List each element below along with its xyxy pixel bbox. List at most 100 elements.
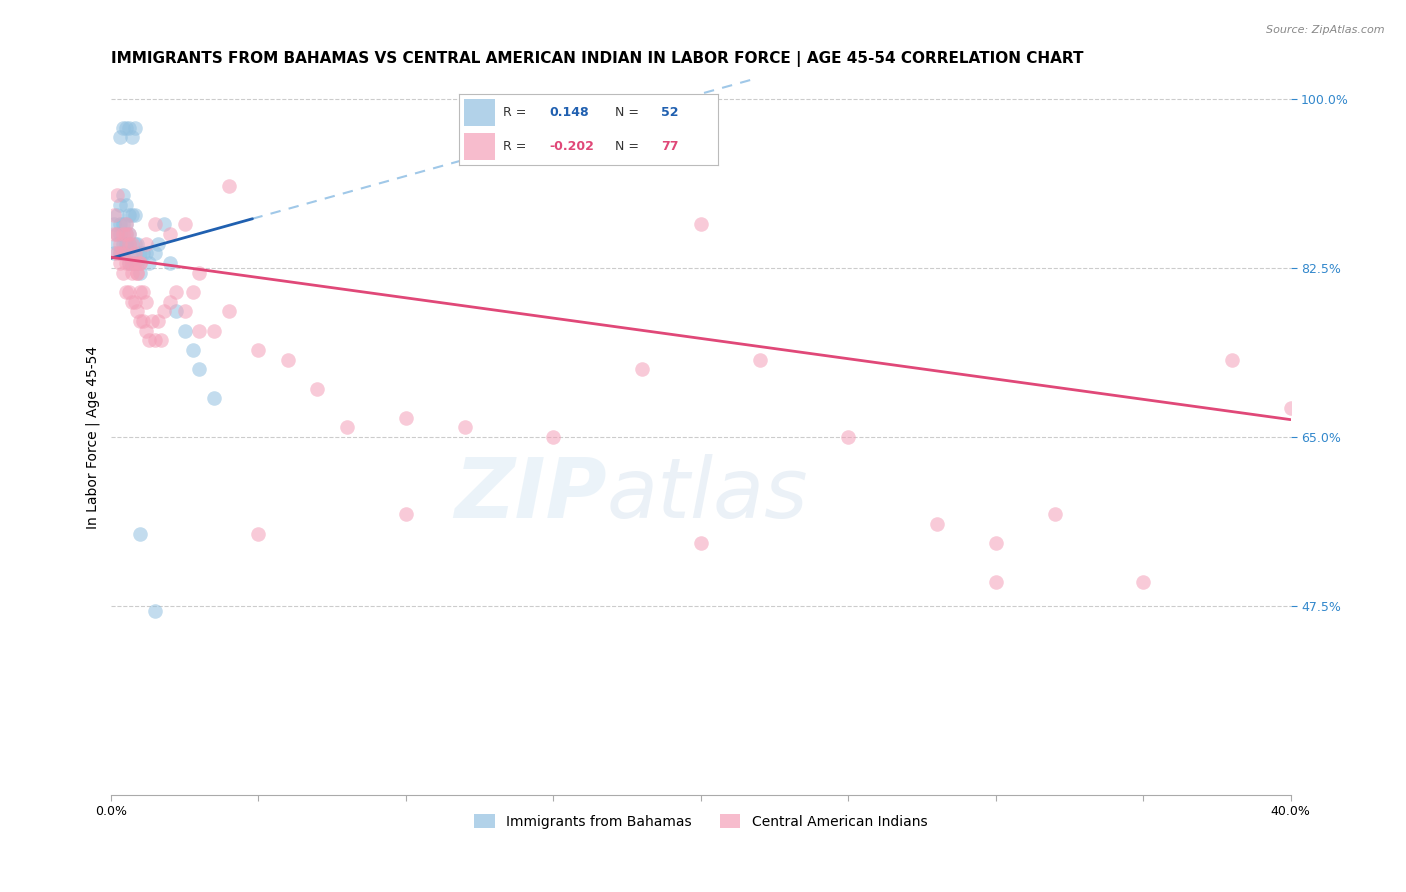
Point: [114, 285, 136, 299]
Point: [202, 324, 225, 338]
Point: [105, 188, 128, 202]
Point: [124, 294, 146, 309]
Point: [108, 198, 131, 212]
Point: [173, 304, 195, 318]
Point: [143, 604, 166, 618]
Point: [146, 236, 169, 251]
Point: [114, 236, 136, 251]
Point: [108, 246, 131, 260]
Point: [105, 236, 128, 251]
Point: [129, 285, 152, 299]
Point: [108, 236, 131, 251]
Y-axis label: In Labor Force | Age 45-54: In Labor Force | Age 45-54: [86, 345, 100, 529]
Point: [124, 208, 146, 222]
Point: [117, 236, 139, 251]
Point: [689, 218, 711, 232]
Point: [153, 304, 176, 318]
Point: [748, 352, 770, 367]
Point: [173, 324, 195, 338]
Point: [159, 227, 181, 241]
Point: [111, 266, 134, 280]
Point: [114, 227, 136, 241]
Point: [117, 285, 139, 299]
Point: [127, 256, 149, 270]
Point: [159, 256, 181, 270]
Point: [150, 334, 173, 348]
Point: [124, 246, 146, 260]
Point: [129, 256, 152, 270]
Point: [165, 304, 187, 318]
Point: [105, 227, 128, 241]
Point: [132, 246, 155, 260]
Point: [103, 218, 125, 232]
Point: [135, 324, 157, 338]
Point: [395, 410, 418, 425]
Point: [117, 256, 139, 270]
Point: [114, 227, 136, 241]
Point: [117, 120, 139, 135]
Point: [143, 246, 166, 260]
Point: [454, 420, 477, 434]
Text: Source: ZipAtlas.com: Source: ZipAtlas.com: [1267, 25, 1385, 35]
Point: [202, 392, 225, 406]
Point: [183, 343, 205, 357]
Point: [114, 218, 136, 232]
Point: [129, 314, 152, 328]
Point: [307, 382, 329, 396]
Point: [111, 246, 134, 260]
Point: [984, 536, 1007, 550]
Point: [121, 246, 143, 260]
Point: [1132, 574, 1154, 589]
Point: [108, 130, 131, 145]
Point: [108, 246, 131, 260]
Point: [153, 218, 176, 232]
Point: [127, 266, 149, 280]
Point: [132, 314, 155, 328]
Text: atlas: atlas: [606, 454, 808, 534]
Point: [124, 236, 146, 251]
Point: [277, 352, 299, 367]
Point: [114, 198, 136, 212]
Point: [143, 334, 166, 348]
Point: [127, 236, 149, 251]
Legend: Immigrants from Bahamas, Central American Indians: Immigrants from Bahamas, Central America…: [468, 808, 932, 834]
Point: [925, 516, 948, 531]
Point: [114, 218, 136, 232]
Point: [103, 208, 125, 222]
Point: [103, 246, 125, 260]
Point: [146, 314, 169, 328]
Point: [117, 227, 139, 241]
Point: [111, 227, 134, 241]
Point: [121, 236, 143, 251]
Point: [108, 256, 131, 270]
Point: [121, 266, 143, 280]
Point: [114, 120, 136, 135]
Point: [124, 256, 146, 270]
Point: [121, 130, 143, 145]
Point: [127, 304, 149, 318]
Point: [105, 208, 128, 222]
Point: [173, 218, 195, 232]
Point: [108, 218, 131, 232]
Point: [132, 285, 155, 299]
Point: [124, 256, 146, 270]
Point: [165, 285, 187, 299]
Point: [117, 236, 139, 251]
Point: [188, 266, 211, 280]
Point: [129, 246, 152, 260]
Point: [1279, 401, 1302, 415]
Point: [124, 120, 146, 135]
Point: [114, 246, 136, 260]
Point: [127, 266, 149, 280]
Point: [121, 294, 143, 309]
Point: [121, 256, 143, 270]
Point: [129, 266, 152, 280]
Text: IMMIGRANTS FROM BAHAMAS VS CENTRAL AMERICAN INDIAN IN LABOR FORCE | AGE 45-54 CO: IMMIGRANTS FROM BAHAMAS VS CENTRAL AMERI…: [111, 51, 1084, 67]
Point: [188, 362, 211, 376]
Point: [247, 526, 270, 541]
Point: [630, 362, 652, 376]
Point: [218, 178, 240, 193]
Point: [121, 208, 143, 222]
Point: [111, 120, 134, 135]
Point: [138, 256, 160, 270]
